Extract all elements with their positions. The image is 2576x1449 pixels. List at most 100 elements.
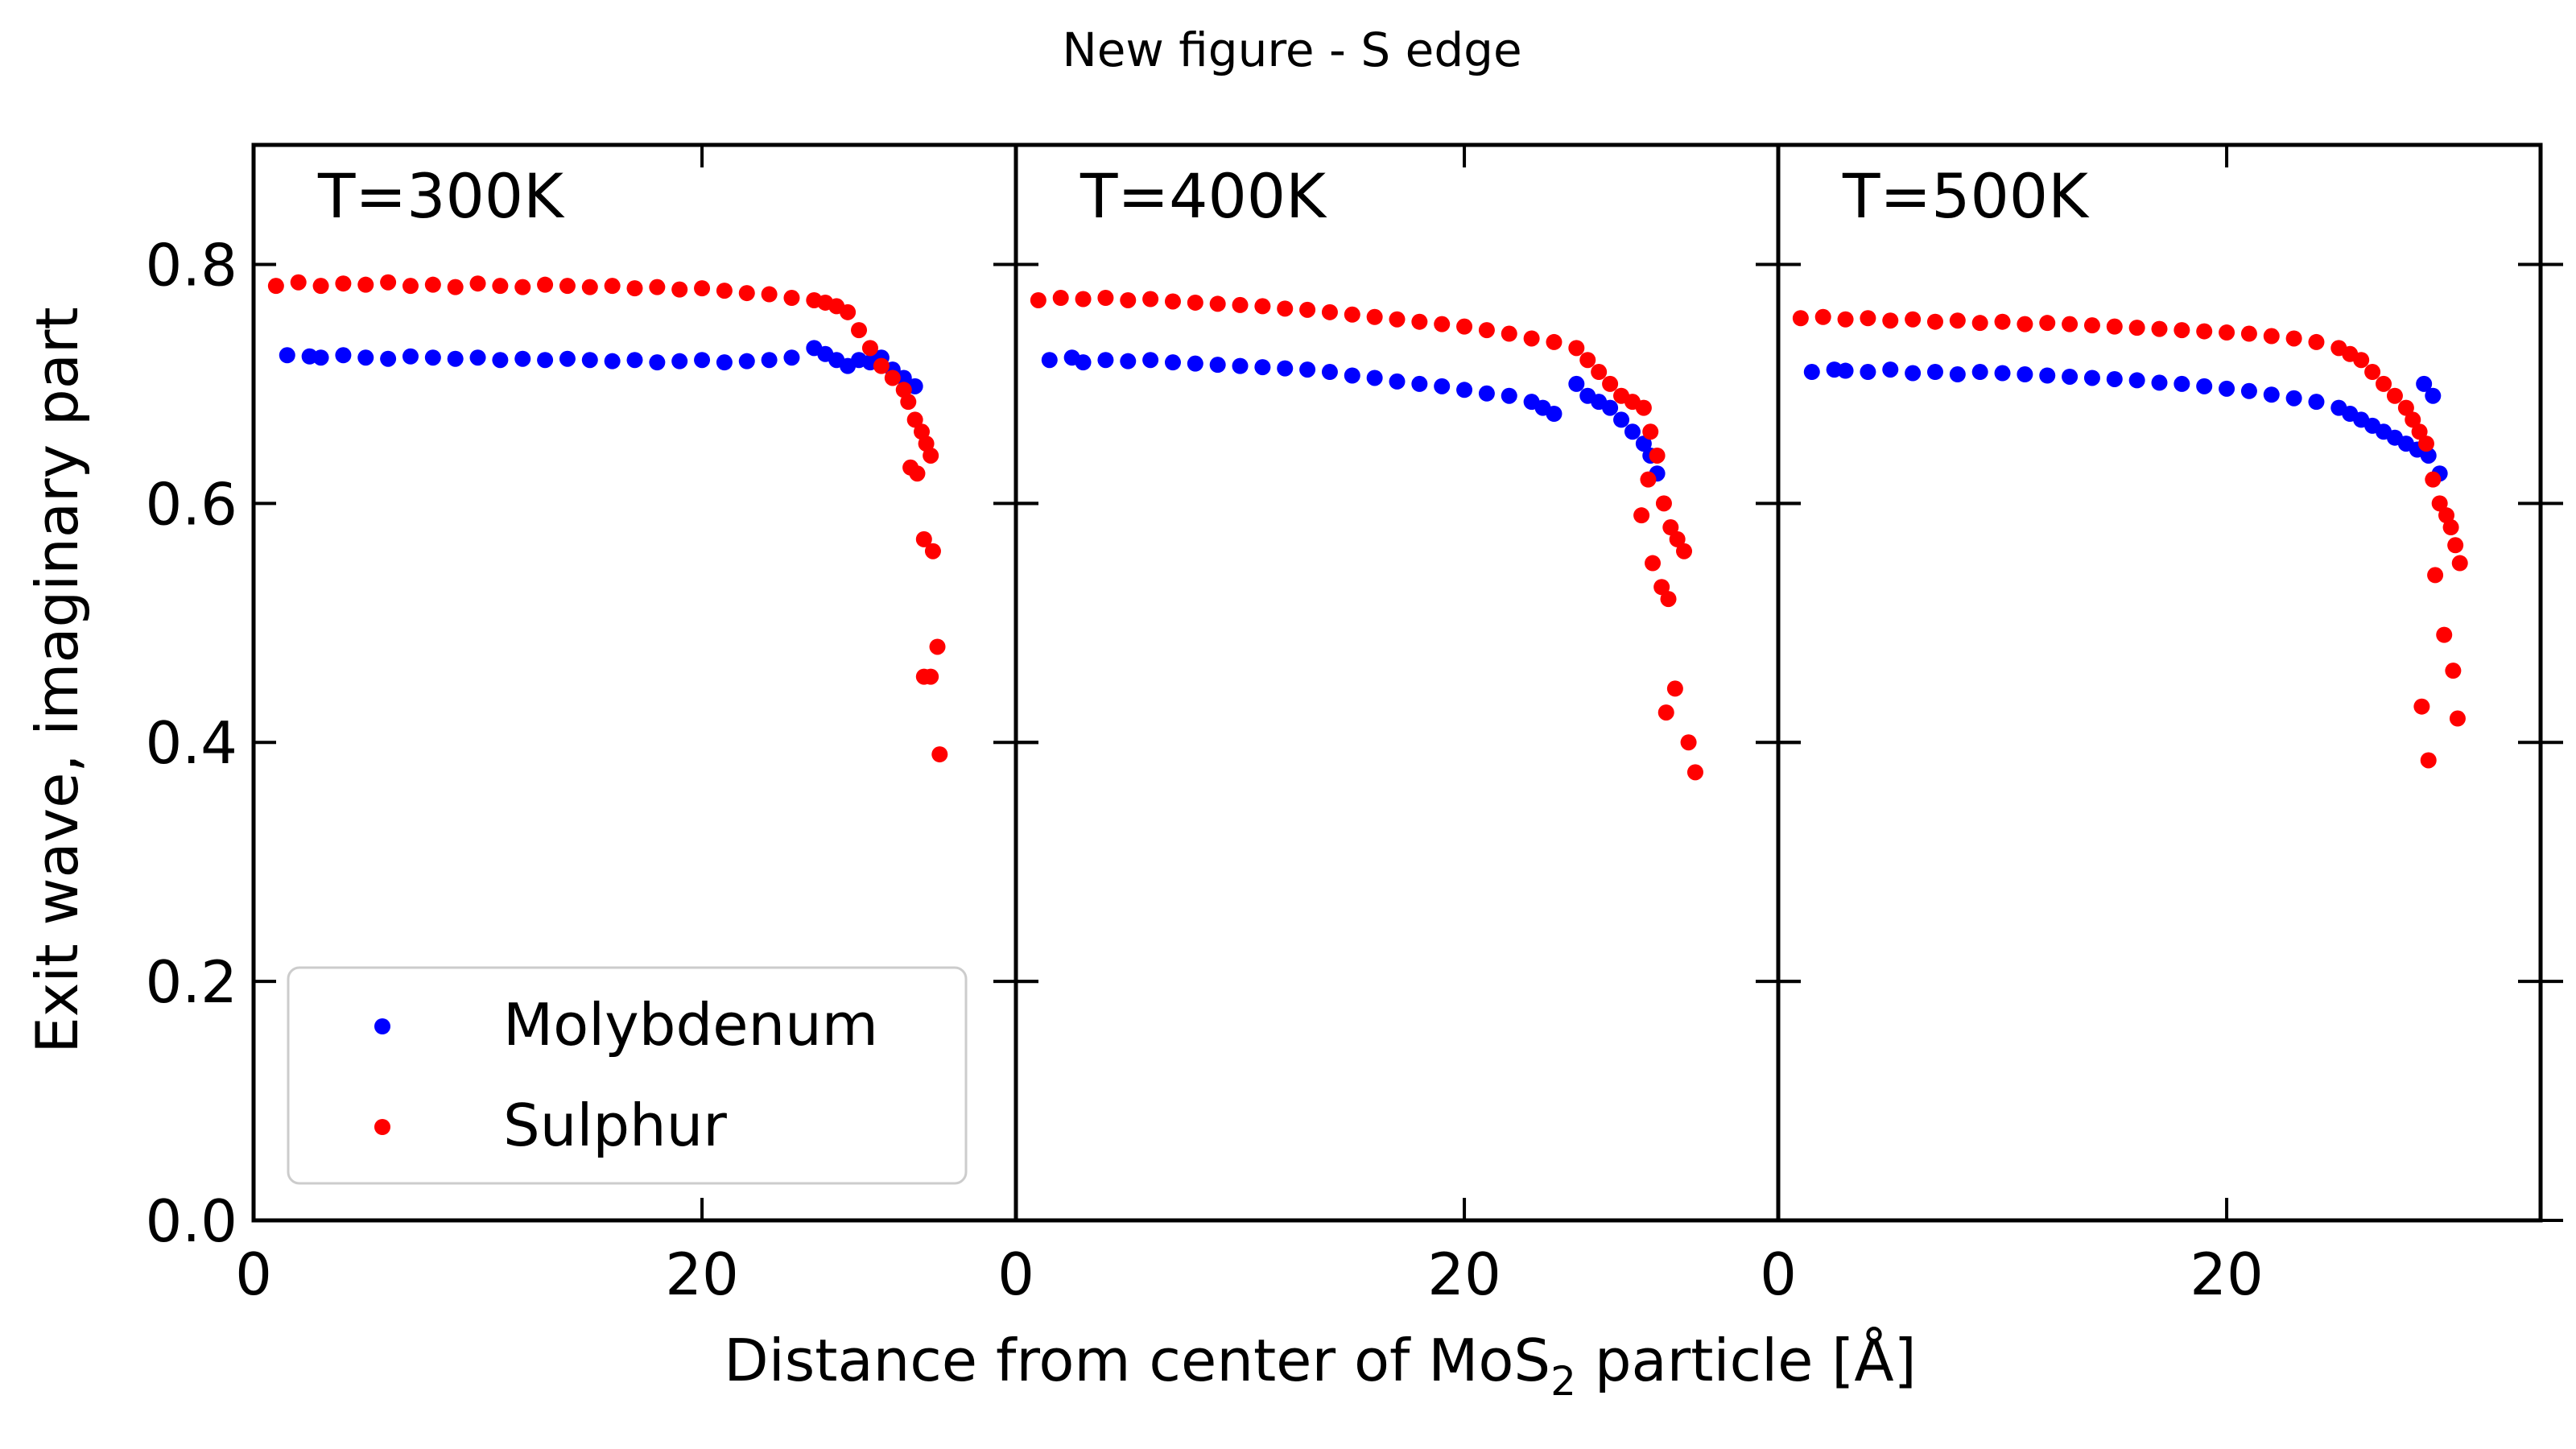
point-sulphur-1-29	[861, 340, 878, 357]
point-sulphur-1-40	[915, 530, 932, 547]
point-molybdenum-1-18	[671, 353, 688, 369]
point-sulphur-3-13	[2083, 317, 2100, 334]
point-sulphur-1-31	[884, 369, 901, 386]
point-sulphur-2-37	[1640, 471, 1657, 488]
point-sulphur-2-4	[1120, 291, 1137, 308]
point-sulphur-2-35	[1669, 530, 1686, 547]
point-sulphur-2-20	[1478, 322, 1495, 339]
x-tick-label-2-1: 20	[1427, 1241, 1501, 1308]
point-sulphur-2-0	[1030, 291, 1046, 308]
point-sulphur-2-34	[1662, 519, 1679, 536]
point-molybdenum-2-2	[1075, 354, 1092, 371]
point-molybdenum-2-14	[1344, 367, 1360, 384]
point-molybdenum-3-4	[1882, 361, 1899, 378]
point-molybdenum-2-18	[1434, 378, 1451, 394]
point-molybdenum-2-10	[1254, 359, 1271, 376]
point-sulphur-2-36	[1676, 543, 1693, 559]
point-sulphur-1-8	[447, 279, 464, 295]
point-sulphur-3-35	[2431, 495, 2448, 512]
point-molybdenum-3-14	[2106, 370, 2123, 387]
legend-marker-molybdenum	[374, 1018, 390, 1034]
point-molybdenum-2-17	[1411, 375, 1428, 392]
point-molybdenum-1-23	[783, 349, 800, 366]
point-molybdenum-1-5	[380, 350, 397, 367]
point-sulphur-3-23	[2308, 333, 2325, 350]
point-molybdenum-3-34	[2425, 387, 2442, 404]
point-molybdenum-3-12	[2062, 368, 2079, 385]
legend: Molybdenum Sulphur	[287, 966, 968, 1185]
point-molybdenum-2-11	[1277, 360, 1294, 377]
legend-frame	[287, 966, 968, 1185]
x-tick-label-3-0: 0	[1760, 1241, 1797, 1308]
y-tick-label-1: 0.2	[145, 948, 237, 1016]
point-molybdenum-2-3	[1097, 352, 1114, 369]
point-sulphur-1-15	[604, 278, 621, 295]
point-sulphur-2-44	[1657, 704, 1674, 721]
point-molybdenum-1-10	[492, 352, 509, 369]
point-sulphur-2-25	[1579, 352, 1596, 369]
point-sulphur-2-12	[1299, 301, 1316, 318]
point-sulphur-3-17	[2174, 322, 2190, 339]
point-sulphur-1-44	[915, 668, 932, 685]
x-tick-label-1-0: 0	[235, 1241, 272, 1308]
point-sulphur-3-39	[2451, 555, 2468, 572]
point-sulphur-2-3	[1097, 290, 1114, 307]
point-sulphur-1-1	[290, 274, 307, 291]
point-sulphur-3-30	[2397, 399, 2414, 416]
point-molybdenum-3-6	[1926, 364, 1943, 381]
panel-2: 0 20 T=400K	[997, 142, 1801, 1308]
point-molybdenum-3-35	[2416, 375, 2433, 392]
point-molybdenum-3-13	[2083, 369, 2100, 386]
point-molybdenum-2-21	[1501, 387, 1517, 404]
legend-label-sulphur: Sulphur	[503, 1092, 727, 1159]
point-sulphur-2-1	[1052, 290, 1069, 307]
point-molybdenum-2-15	[1366, 369, 1383, 386]
point-molybdenum-3-2	[1837, 362, 1854, 379]
point-molybdenum-3-7	[1949, 366, 1966, 383]
point-sulphur-2-13	[1321, 303, 1338, 320]
point-sulphur-1-5	[380, 274, 397, 291]
point-sulphur-3-20	[2240, 325, 2257, 342]
point-sulphur-3-18	[2196, 323, 2213, 340]
point-sulphur-2-18	[1434, 316, 1451, 332]
point-sulphur-1-33	[900, 394, 917, 411]
point-sulphur-2-39	[1660, 591, 1677, 608]
point-molybdenum-3-0	[1803, 364, 1820, 381]
point-molybdenum-2-12	[1299, 361, 1316, 378]
point-molybdenum-2-30	[1624, 423, 1641, 440]
point-sulphur-2-42	[1686, 764, 1703, 781]
point-sulphur-2-2	[1075, 291, 1092, 308]
point-sulphur-3-7	[1949, 312, 1966, 329]
point-molybdenum-3-3	[1860, 364, 1876, 381]
point-molybdenum-3-17	[2174, 375, 2190, 392]
point-sulphur-3-4	[1882, 312, 1899, 329]
point-sulphur-2-24	[1568, 340, 1585, 357]
point-molybdenum-2-31	[1635, 436, 1652, 452]
point-molybdenum-1-14	[581, 352, 598, 369]
point-molybdenum-2-25	[1568, 375, 1585, 392]
point-molybdenum-3-5	[1905, 365, 1922, 382]
point-molybdenum-1-32	[895, 369, 912, 386]
point-sulphur-2-6	[1164, 293, 1181, 310]
point-sulphur-2-31	[1642, 423, 1659, 440]
point-sulphur-3-16	[2151, 320, 2168, 337]
point-sulphur-1-7	[424, 276, 441, 293]
point-molybdenum-3-32	[2420, 447, 2437, 464]
point-sulphur-3-11	[2039, 315, 2056, 332]
point-sulphur-2-19	[1456, 318, 1473, 335]
point-molybdenum-1-13	[559, 350, 576, 367]
point-sulphur-3-29	[2386, 387, 2403, 404]
point-sulphur-3-26	[2353, 352, 2370, 369]
point-molybdenum-1-12	[537, 352, 554, 369]
point-sulphur-3-8	[1971, 315, 1988, 332]
point-sulphur-2-9	[1232, 296, 1249, 313]
point-molybdenum-2-13	[1321, 364, 1338, 381]
plot-area: 0 20 0.0 0.2 0.4 0.6 0.8 T=300K 0 20 T=400K 0 20 T=50…	[145, 142, 2563, 1308]
point-molybdenum-1-19	[694, 352, 711, 369]
point-sulphur-2-7	[1187, 294, 1203, 311]
point-molybdenum-2-19	[1456, 382, 1473, 398]
point-molybdenum-1-17	[649, 354, 666, 371]
point-sulphur-3-31	[2405, 411, 2421, 428]
point-molybdenum-1-8	[447, 350, 464, 367]
point-sulphur-3-3	[1860, 310, 1876, 327]
